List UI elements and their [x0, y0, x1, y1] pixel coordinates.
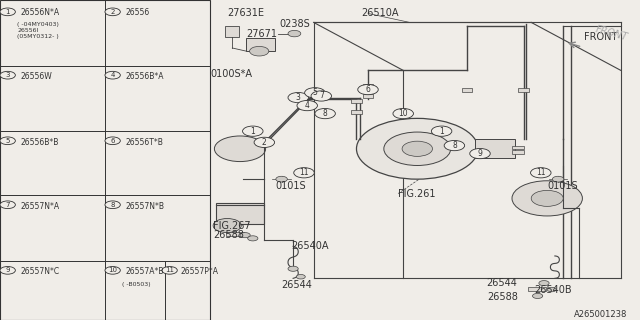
Text: FRONT: FRONT	[584, 32, 617, 42]
Text: 2: 2	[111, 9, 115, 15]
Circle shape	[305, 88, 325, 98]
Text: 7: 7	[319, 92, 324, 100]
Text: 26544: 26544	[282, 280, 312, 290]
Circle shape	[240, 233, 250, 238]
Circle shape	[254, 137, 275, 148]
Circle shape	[214, 136, 266, 162]
Text: 5: 5	[6, 138, 10, 144]
Circle shape	[552, 176, 564, 182]
Circle shape	[105, 71, 120, 79]
Text: 26556B*A: 26556B*A	[125, 72, 164, 81]
Circle shape	[296, 275, 305, 279]
Text: 9: 9	[477, 149, 483, 158]
Circle shape	[288, 30, 301, 37]
Text: 0100S*A: 0100S*A	[210, 68, 252, 79]
Bar	[512, 146, 524, 149]
Text: 0101S: 0101S	[547, 180, 578, 191]
Circle shape	[288, 266, 298, 271]
Bar	[216, 203, 264, 224]
Circle shape	[444, 140, 465, 151]
Circle shape	[315, 108, 335, 119]
Bar	[351, 110, 362, 114]
Circle shape	[384, 132, 451, 165]
Text: 3: 3	[5, 72, 10, 78]
Circle shape	[402, 141, 433, 156]
Text: 8: 8	[323, 109, 328, 118]
Text: 11: 11	[536, 168, 545, 177]
Circle shape	[294, 168, 314, 178]
Text: 10: 10	[398, 109, 408, 118]
Text: 6: 6	[110, 138, 115, 144]
Text: 8: 8	[452, 141, 457, 150]
Circle shape	[547, 287, 556, 292]
Text: 26556B*B: 26556B*B	[20, 138, 59, 147]
Text: 8: 8	[110, 202, 115, 208]
Circle shape	[531, 190, 563, 206]
Text: 26556N*A: 26556N*A	[20, 8, 60, 17]
Bar	[475, 139, 515, 158]
Circle shape	[393, 108, 413, 119]
Text: 26557N*B: 26557N*B	[125, 202, 164, 211]
Text: 26557A*B: 26557A*B	[125, 267, 164, 276]
Bar	[0, 0, 210, 320]
Circle shape	[0, 267, 15, 274]
Text: 26544: 26544	[486, 278, 517, 288]
Circle shape	[311, 91, 332, 101]
Text: ( -B0503): ( -B0503)	[122, 282, 151, 286]
Bar	[398, 112, 408, 116]
Bar	[225, 26, 239, 37]
Text: 1: 1	[439, 127, 444, 136]
Circle shape	[213, 219, 241, 233]
Circle shape	[162, 267, 177, 274]
Circle shape	[0, 137, 15, 145]
Text: 0101S: 0101S	[275, 180, 306, 191]
Text: 1: 1	[5, 9, 10, 15]
Circle shape	[431, 126, 452, 136]
Text: FIG.267: FIG.267	[213, 220, 251, 230]
Circle shape	[250, 46, 269, 56]
Text: 5: 5	[312, 88, 317, 97]
Circle shape	[297, 100, 317, 111]
Bar	[518, 88, 529, 92]
Text: 27671: 27671	[246, 28, 277, 39]
Bar	[363, 94, 373, 98]
Text: 26510A: 26510A	[362, 8, 399, 19]
Text: 26588: 26588	[488, 292, 518, 302]
Text: 26540A: 26540A	[291, 241, 329, 251]
Text: 26588: 26588	[213, 230, 244, 240]
Circle shape	[288, 92, 308, 103]
Text: 4: 4	[305, 101, 310, 110]
Text: ( -04MY0403)
26556I
(05MY0312- ): ( -04MY0403) 26556I (05MY0312- )	[17, 22, 59, 39]
Circle shape	[105, 137, 120, 145]
Circle shape	[243, 126, 263, 136]
Bar	[462, 88, 472, 92]
Circle shape	[531, 168, 551, 178]
Circle shape	[0, 8, 15, 16]
Bar	[512, 150, 524, 154]
Text: 3: 3	[296, 93, 301, 102]
Text: 4: 4	[111, 72, 115, 78]
Text: 10: 10	[108, 267, 117, 273]
Text: 26556: 26556	[125, 8, 150, 17]
Circle shape	[248, 236, 258, 241]
Circle shape	[105, 8, 120, 16]
Circle shape	[358, 84, 378, 95]
Circle shape	[356, 118, 478, 179]
Circle shape	[532, 293, 543, 299]
Text: 26557N*C: 26557N*C	[20, 267, 60, 276]
Text: 11: 11	[165, 267, 174, 273]
Text: 11: 11	[300, 168, 308, 177]
Bar	[246, 38, 275, 51]
Bar	[226, 232, 244, 236]
Text: 27631E: 27631E	[227, 8, 264, 19]
Circle shape	[276, 176, 287, 182]
Text: 0238S: 0238S	[280, 19, 310, 29]
Text: 6: 6	[365, 85, 371, 94]
Text: 26556W: 26556W	[20, 72, 52, 81]
Circle shape	[512, 181, 582, 216]
Bar	[351, 99, 362, 103]
Bar	[363, 84, 373, 88]
Text: 26556T*B: 26556T*B	[125, 138, 163, 147]
Circle shape	[470, 148, 490, 159]
Circle shape	[105, 267, 120, 274]
